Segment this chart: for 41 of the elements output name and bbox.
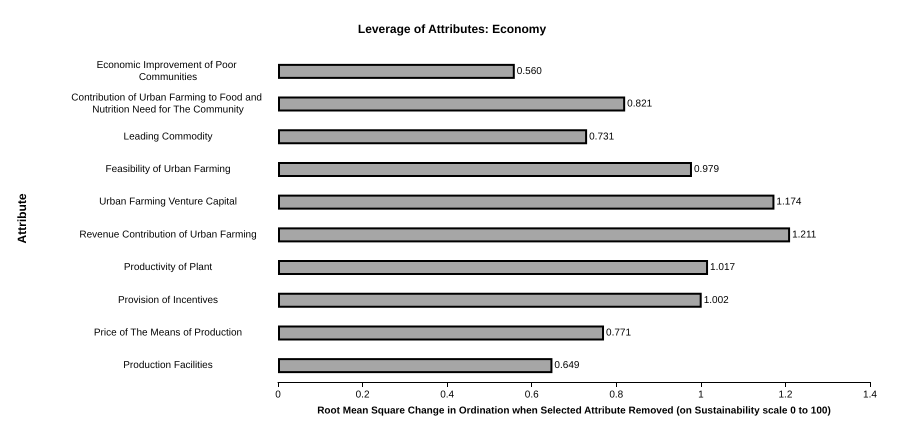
data-label: 0.560 bbox=[516, 66, 542, 77]
bar bbox=[278, 325, 604, 340]
data-label: 1.002 bbox=[704, 294, 730, 306]
y-tick-label: Urban Farming Venture Capital bbox=[99, 196, 237, 208]
bar bbox=[278, 64, 515, 79]
y-tick-label: Production Facilities bbox=[123, 360, 213, 372]
bar bbox=[278, 194, 774, 210]
x-tick-label: 0.8 bbox=[609, 390, 624, 400]
bar bbox=[278, 129, 588, 144]
y-axis-title: Attribute bbox=[15, 193, 29, 244]
data-label: 1.174 bbox=[776, 196, 802, 208]
x-tick-label: 1 bbox=[698, 390, 704, 400]
data-label: 0.821 bbox=[627, 98, 653, 110]
data-label: 0.731 bbox=[589, 131, 615, 142]
y-tick-label: Leading Commodity bbox=[124, 131, 212, 142]
bar bbox=[278, 260, 708, 276]
x-tick-label: 0 bbox=[275, 390, 282, 400]
data-label: 0.649 bbox=[554, 360, 580, 372]
data-label: 0.979 bbox=[694, 164, 720, 175]
chart-title: Leverage of Attributes: Economy bbox=[358, 22, 546, 36]
y-tick-label: Productivity of Plant bbox=[124, 262, 212, 274]
x-tick-label: 1.4 bbox=[863, 390, 878, 400]
x-axis-title: Root Mean Square Change in Ordination when Selected Attribute Removed (on Sustainability scale 0 to 100) bbox=[317, 406, 831, 416]
x-tick-label: 0.4 bbox=[440, 390, 455, 400]
y-tick-label: Economic Improvement of Poor Communities bbox=[96, 60, 240, 83]
x-tick-label: 0.2 bbox=[356, 390, 370, 400]
bar bbox=[278, 162, 692, 177]
bar bbox=[278, 96, 626, 112]
data-label: 1.211 bbox=[792, 229, 817, 240]
y-tick-label: Revenue Contribution of Urban Farming bbox=[79, 229, 257, 240]
y-tick-label: Price of The Means of Production bbox=[94, 327, 242, 338]
bar bbox=[278, 292, 702, 308]
data-label: 0.771 bbox=[606, 327, 632, 338]
x-tick-label: 1.2 bbox=[778, 390, 793, 400]
bar bbox=[278, 227, 790, 242]
y-tick-label: Contribution of Urban Farming to Food and Nutrition Need for The Community bbox=[71, 92, 265, 116]
x-tick-label: 0.6 bbox=[524, 390, 540, 400]
y-tick-label: Feasibility of Urban Farming bbox=[105, 164, 231, 175]
bar bbox=[278, 358, 552, 374]
data-label: 1.017 bbox=[710, 262, 736, 274]
y-tick-label: Provision of Incentives bbox=[118, 294, 218, 306]
